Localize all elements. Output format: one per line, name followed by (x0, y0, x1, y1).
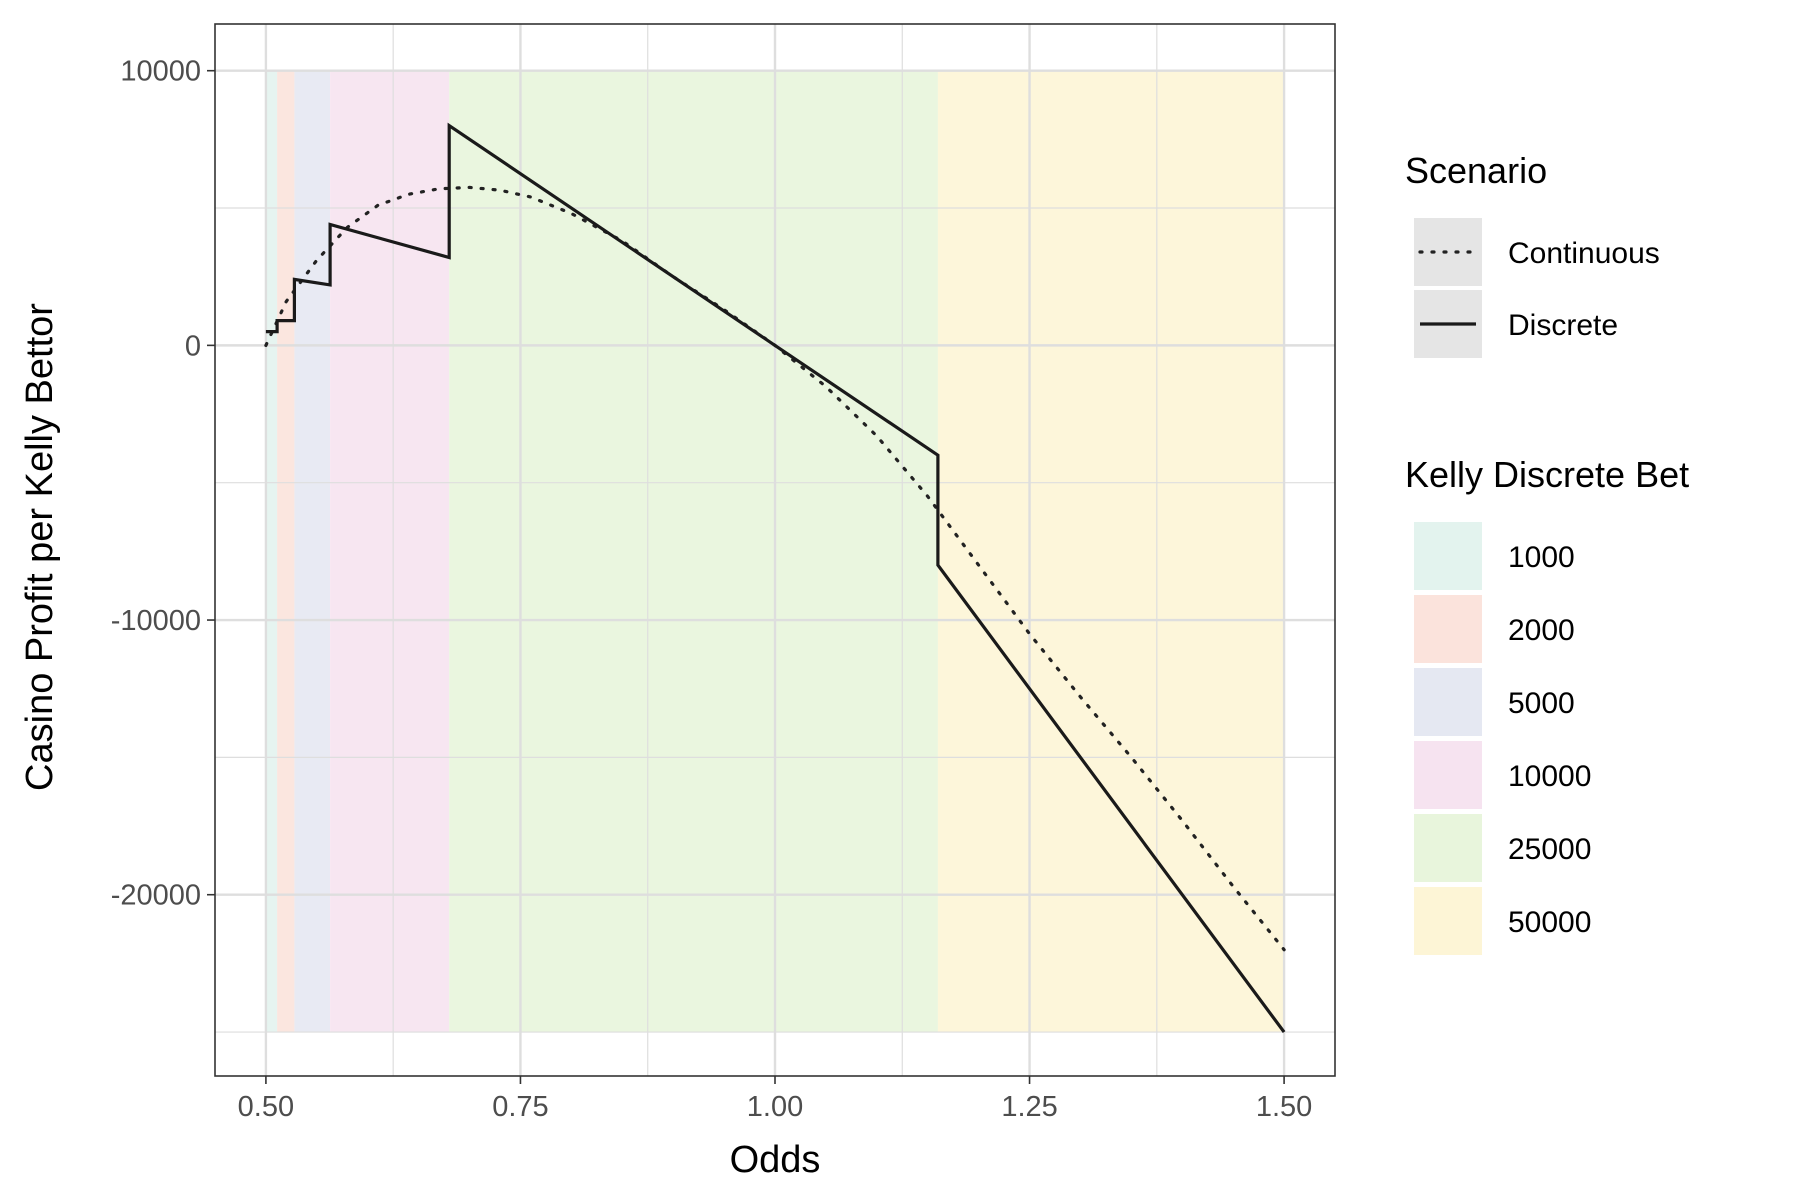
x-tick-label: 1.25 (1001, 1091, 1057, 1123)
y-tick-label: -10000 (111, 605, 201, 637)
legend-band-label: 25000 (1508, 833, 1591, 866)
series-layer (264, 122, 1286, 1034)
legend-band-label: 5000 (1508, 687, 1575, 720)
legend-band-swatch (1414, 668, 1482, 736)
legend-band-25000: 25000 (1414, 814, 1591, 882)
band-1000 (265, 70, 278, 1033)
legend-band-10000: 10000 (1414, 741, 1591, 809)
legend-band-swatch (1414, 522, 1482, 590)
legend-band-label: 50000 (1508, 906, 1591, 939)
x-tick-label: 1.50 (1256, 1091, 1312, 1123)
legend-key-continuous: Continuous (1414, 218, 1660, 286)
y-tick-label: 10000 (120, 56, 201, 88)
band-5000 (294, 70, 331, 1033)
legend-scenario: Scenario Continuous Discrete (1405, 150, 1660, 358)
band-2000 (277, 70, 295, 1033)
legend-band-2000: 2000 (1414, 595, 1575, 663)
axis-layer: 0.50 0.75 1.00 1.25 1.50 10000 0 -10000 -20000 (111, 56, 1313, 1123)
x-tick-label: 0.50 (238, 1091, 294, 1123)
legend-band-1000: 1000 (1414, 522, 1575, 590)
series-line-continuous (264, 185, 1286, 952)
legend-bands-title: Kelly Discrete Bet (1405, 454, 1689, 495)
band-25000 (449, 70, 938, 1033)
x-axis-title: Odds (730, 1139, 821, 1181)
legend-key-box (1414, 218, 1482, 286)
legend-band-swatch (1414, 741, 1482, 809)
legend-label: Discrete (1508, 309, 1618, 342)
y-tick-label: -20000 (111, 880, 201, 912)
grid-layer (215, 24, 1335, 1076)
legend-label: Continuous (1508, 237, 1660, 270)
band-50000 (937, 70, 1285, 1033)
legend-band-50000: 50000 (1414, 887, 1591, 955)
bands-layer (265, 70, 1285, 1033)
y-tick-label: 0 (185, 330, 201, 362)
legend-scenario-title: Scenario (1405, 150, 1547, 191)
legend-band-label: 10000 (1508, 760, 1591, 793)
legend-band-label: 1000 (1508, 541, 1575, 574)
legend-key-discrete: Discrete (1414, 290, 1618, 358)
series-line-discrete (265, 122, 1286, 1034)
legend-band-label: 2000 (1508, 614, 1575, 647)
legend-bands: Kelly Discrete Bet 1000 2000 5000 10000 2500… (1405, 454, 1689, 955)
legend-band-5000: 5000 (1414, 668, 1575, 736)
legend-band-swatch (1414, 887, 1482, 955)
x-tick-label: 0.75 (492, 1091, 548, 1123)
y-axis-title: Casino Profit per Kelly Bettor (19, 303, 61, 791)
legend-band-swatch (1414, 595, 1482, 663)
legend-band-swatch (1414, 814, 1482, 882)
band-10000 (330, 70, 450, 1033)
x-tick-label: 1.00 (747, 1091, 803, 1123)
